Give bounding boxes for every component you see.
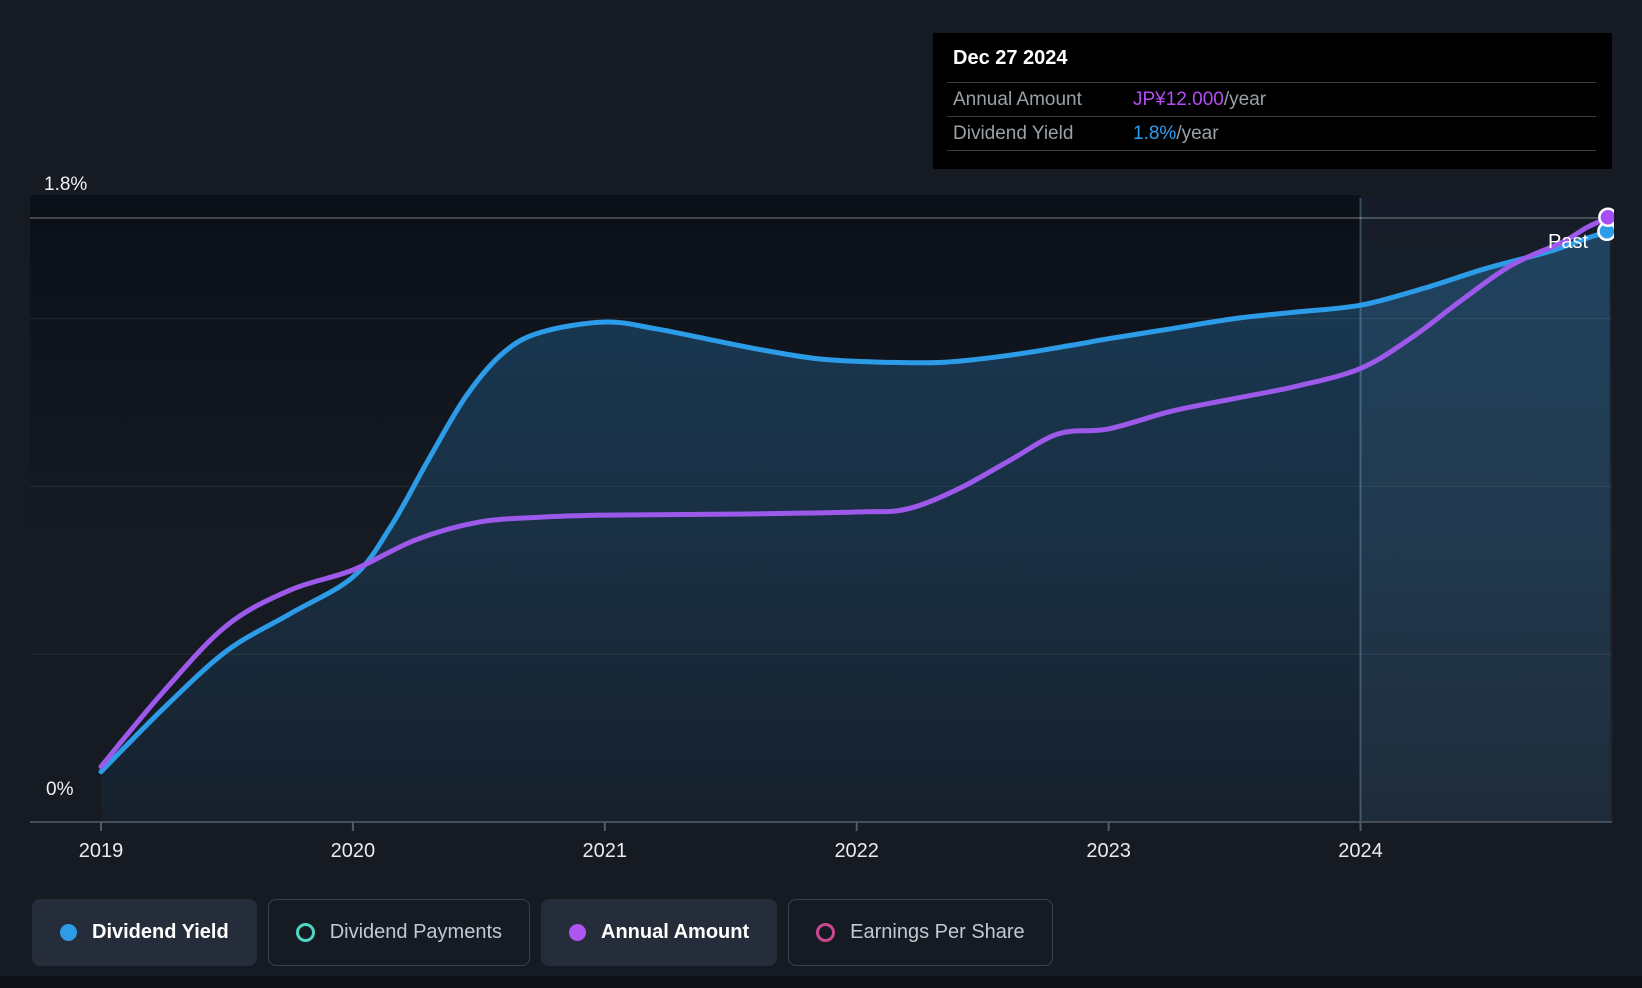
x-tick-2021: 2021 <box>582 840 628 862</box>
dividend-yield-dot-icon <box>60 924 77 941</box>
legend-button-earnings-per-share[interactable]: Earnings Per Share <box>788 899 1053 966</box>
x-tick-2019: 2019 <box>78 840 124 862</box>
dividend-payments-ring-icon <box>295 923 315 942</box>
past-label: Past <box>1548 231 1589 253</box>
legend-label: Annual Amount <box>601 921 750 943</box>
legend-button-dividend-payments[interactable]: Dividend Payments <box>267 899 531 966</box>
tooltip-separator <box>947 150 1596 151</box>
annual-amount-endpoint-marker <box>1598 207 1614 227</box>
legend-label: Earnings Per Share <box>850 921 1025 943</box>
tooltip-value: 1.8% <box>1133 122 1177 144</box>
tooltip-suffix: /year <box>1223 88 1267 110</box>
gridlines <box>30 217 1612 655</box>
legend-label: Dividend Yield <box>92 921 229 943</box>
x-axis <box>30 821 1612 831</box>
legend-button-annual-amount[interactable]: Annual Amount <box>541 899 778 966</box>
tooltip-label: Annual Amount <box>953 88 1082 110</box>
tooltip-label: Dividend Yield <box>953 122 1074 144</box>
y-axis-label-top: 1.8% <box>44 174 88 195</box>
tooltip-suffix: /year <box>1176 122 1219 144</box>
earnings-per-share-ring-icon <box>816 923 836 942</box>
tooltip-value: JP¥12.000 <box>1133 88 1224 110</box>
y-axis-label-zero: 0% <box>46 779 74 800</box>
tooltip-separator <box>947 82 1596 83</box>
tooltip-separator <box>947 116 1596 117</box>
legend-label: Dividend Payments <box>329 921 503 943</box>
dividend-yield-area-fill <box>101 231 1610 823</box>
x-tick-2024: 2024 <box>1338 840 1383 862</box>
x-tick-2020: 2020 <box>330 840 376 862</box>
x-tick-2023: 2023 <box>1086 840 1131 862</box>
tooltip-row-dividend-yield: Dividend Yield 1.8%/year <box>933 117 1612 150</box>
x-tick-2022: 2022 <box>834 840 879 862</box>
annual-amount-line <box>98 214 1613 770</box>
chart-tooltip: Dec 27 2024 Annual Amount JP¥12.000/year… <box>933 33 1612 169</box>
past-highlight-band <box>1360 195 1612 822</box>
tooltip-row-annual-amount: Annual Amount JP¥12.000/year <box>933 83 1612 116</box>
legend-button-dividend-yield[interactable]: Dividend Yield <box>32 899 257 966</box>
tooltip-date: Dec 27 2024 <box>953 47 1068 69</box>
annual-amount-dot-icon <box>569 924 587 941</box>
bottom-strip <box>0 976 1642 988</box>
legend: Dividend Yield Dividend Payments Annual … <box>32 899 1053 966</box>
